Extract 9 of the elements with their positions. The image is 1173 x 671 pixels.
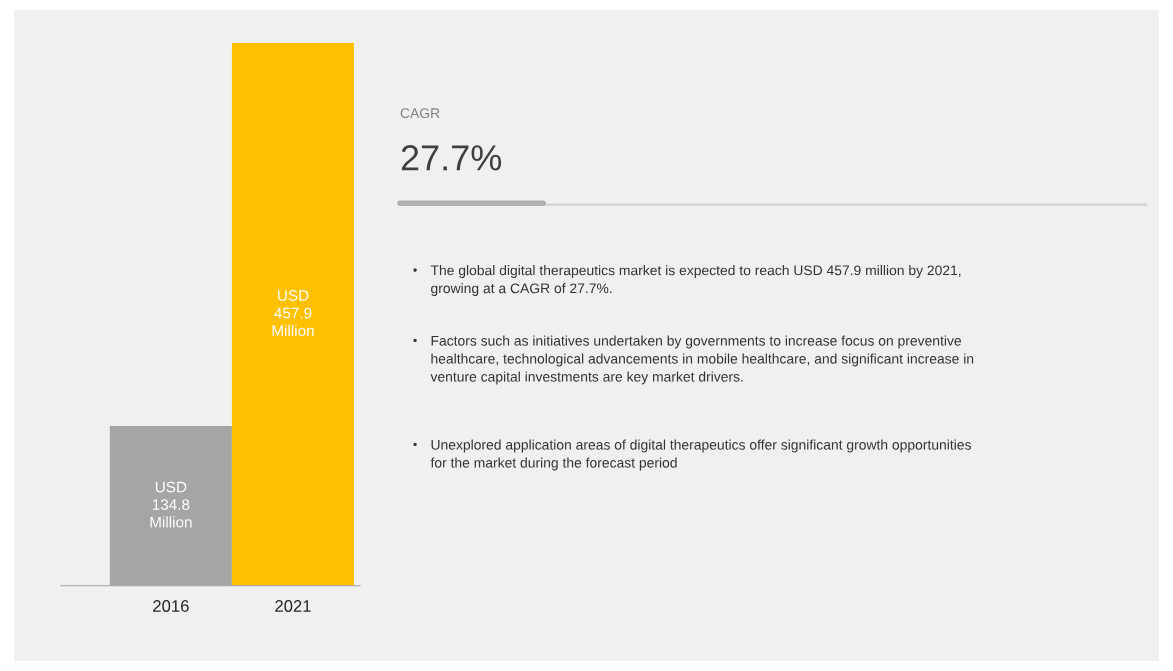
data-label: USD 457.9 Million (272, 290, 314, 337)
text: • Factors such as initiatives undertaken by governments to increase focus on preventive healthcare, technological advancements in mobile healthcare, and significant increase in venture capital investments are key market drivers. (413, 335, 974, 385)
text: 27.7% (401, 145, 502, 171)
x-tick-label: 2016 (153, 600, 189, 612)
text: • The global digital therapeutics market is expected to reach USD 457.9 million by 2021, growing at a CAGR of 27.7%. (413, 265, 961, 296)
x-tick-label: 2021 (275, 600, 311, 612)
data-label: USD 134.8 Million (150, 481, 192, 528)
text: • Unexplored application areas of digital therapeutics offer significant growth opportunities for the market during the forecast period (413, 439, 971, 471)
text: CAGR (400, 108, 440, 119)
